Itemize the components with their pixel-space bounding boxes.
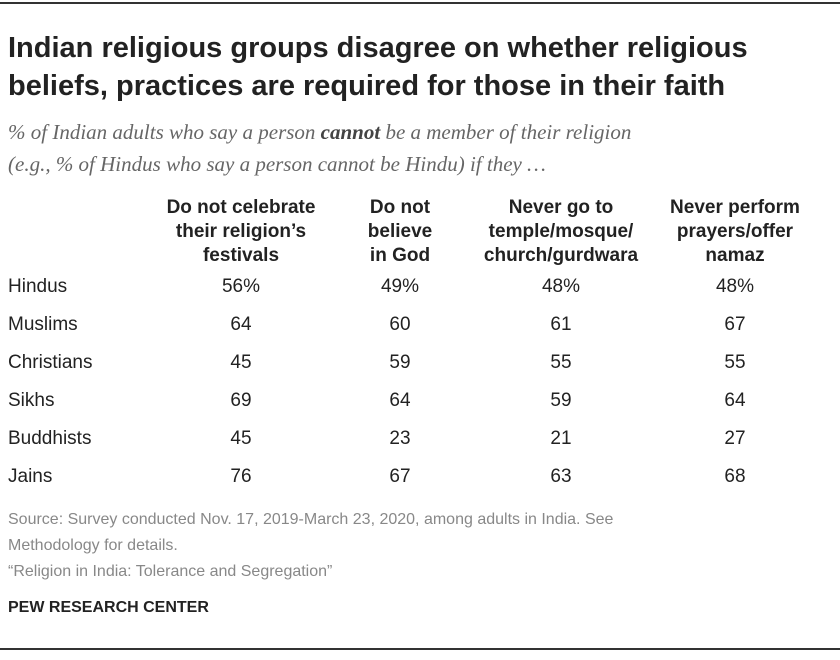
column-header: Never perform: [670, 197, 800, 218]
cell-value: 23: [389, 428, 411, 449]
subtitle-text: % of Indian adults who say a person: [8, 120, 321, 144]
row-label: Muslims: [8, 314, 78, 335]
column-header: prayers/offer: [676, 221, 794, 242]
cell-value: 55: [550, 352, 572, 373]
cell-value: 67: [724, 314, 746, 335]
cell-value: 21: [550, 428, 572, 449]
cell-value: 69: [230, 390, 252, 411]
cell-value: 64: [724, 390, 746, 411]
column-header: namaz: [705, 245, 765, 266]
column-header: their religion’s: [175, 221, 307, 242]
column-header: church/gurdwara: [483, 245, 639, 266]
cell-value: 56%: [221, 276, 261, 297]
row-label: Sikhs: [8, 390, 55, 411]
column-header: believe: [367, 221, 433, 242]
row-label: Christians: [8, 352, 93, 373]
cell-value: 59: [550, 390, 572, 411]
title-line: beliefs, practices are required for thos…: [8, 70, 726, 102]
subtitle-text: cannot: [320, 120, 381, 144]
row-label: Buddhists: [8, 428, 92, 449]
top-rule: [0, 2, 840, 4]
bottom-rule: [0, 648, 840, 650]
row-label: Hindus: [8, 276, 68, 297]
cell-value: 49%: [380, 276, 420, 297]
cell-value: 55: [724, 352, 746, 373]
cell-value: 48%: [541, 276, 581, 297]
cell-value: 67: [389, 466, 411, 487]
column-header: festivals: [202, 245, 280, 266]
column-header: Never go to: [508, 197, 614, 218]
subtitle-line: (e.g., % of Hindus who say a person cann…: [8, 152, 546, 177]
row-label: Jains: [8, 466, 53, 487]
source-line: Methodology for details.: [8, 537, 178, 554]
cell-value: 64: [389, 390, 411, 411]
cell-value: 76: [230, 466, 252, 487]
subtitle-text: (e.g., % of Hindus who say a person cann…: [8, 152, 546, 176]
brand: PEW RESEARCH CENTER: [8, 599, 209, 616]
cell-value: 61: [550, 314, 572, 335]
column-header: Do not celebrate: [166, 197, 316, 218]
cell-value: 64: [230, 314, 252, 335]
source-line: Source: Survey conducted Nov. 17, 2019-M…: [8, 511, 614, 528]
cell-value: 59: [389, 352, 411, 373]
title-line: Indian religious groups disagree on whet…: [8, 32, 748, 64]
column-header: temple/mosque/: [488, 221, 634, 242]
subtitle-line: % of Indian adults who say a person cann…: [8, 120, 631, 145]
cell-value: 45: [230, 352, 252, 373]
cell-value: 60: [389, 314, 411, 335]
column-header: in God: [369, 245, 431, 266]
subtitle-text: be a member of their religion: [380, 120, 632, 144]
cell-value: 63: [550, 466, 572, 487]
cell-value: 27: [724, 428, 746, 449]
report-name: “Religion in India: Tolerance and Segreg…: [8, 563, 333, 580]
cell-value: 48%: [715, 276, 755, 297]
cell-value: 45: [230, 428, 252, 449]
column-header: Do not: [369, 197, 431, 218]
cell-value: 68: [724, 466, 746, 487]
